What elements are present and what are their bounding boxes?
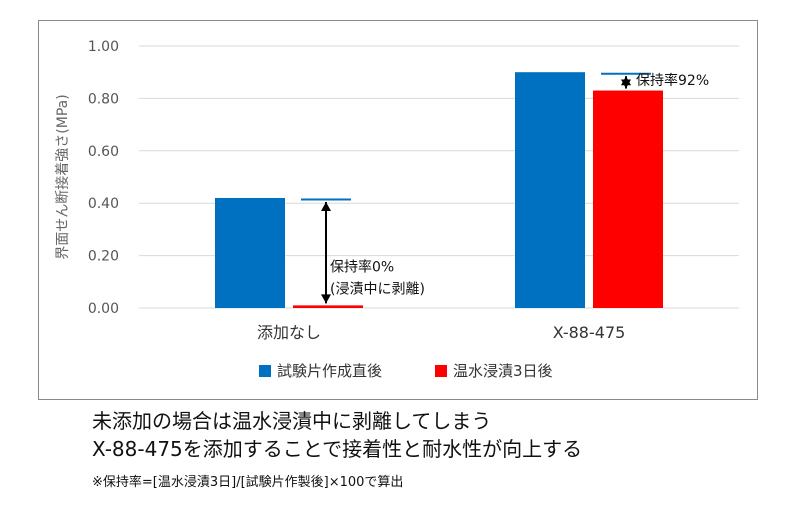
bar-initial <box>215 197 285 308</box>
arrowhead-down <box>321 294 331 304</box>
bar-after-immersion <box>593 90 663 308</box>
y-tick-label: 0.40 <box>88 196 119 212</box>
caption: 未添加の場合は温水浸漬中に剥離してしまう X-88-475を添加することで接着性… <box>92 407 772 490</box>
annotation-text: 保持率92% <box>636 72 709 89</box>
arrowhead-down <box>621 79 631 89</box>
annotation-text: 保持率0% <box>330 258 394 275</box>
legend-label: 試験片作成直後 <box>277 362 382 380</box>
y-tick-label: 1.00 <box>88 39 119 55</box>
x-category-label: X-88-475 <box>553 323 626 342</box>
chart-frame: 0.00 0.20 0.40 0.60 0.80 1.00 界面せん断接着強さ(MPa) 添加… <box>38 20 758 400</box>
y-tick-label: 0.20 <box>88 249 119 265</box>
legend-swatch <box>259 365 271 377</box>
y-tick-label: 0.80 <box>88 91 119 107</box>
x-category-label: 添加なし <box>257 323 321 342</box>
bar-initial <box>515 72 585 308</box>
legend-swatch <box>435 365 447 377</box>
arrowhead-up <box>321 201 331 211</box>
bar-chart: 0.00 0.20 0.40 0.60 0.80 1.00 界面せん断接着強さ(MPa) 添加… <box>54 39 739 380</box>
y-axis-label: 界面せん断接着強さ(MPa) <box>54 94 71 259</box>
caption-note: ※保持率=[温水浸漬3日]/[試験片作製後]×100で算出 <box>92 475 404 490</box>
legend-label: 温水浸漬3日後 <box>453 362 553 380</box>
caption-line-2: X-88-475を添加することで接着性と耐水性が向上する <box>92 437 583 461</box>
caption-line-1: 未添加の場合は温水浸漬中に剥離してしまう <box>92 409 492 433</box>
annotation-text: (浸漬中に剥離) <box>330 280 425 297</box>
bar-after-immersion <box>293 305 363 308</box>
y-tick-label: 0.60 <box>88 144 119 160</box>
y-tick-label: 0.00 <box>88 301 119 317</box>
